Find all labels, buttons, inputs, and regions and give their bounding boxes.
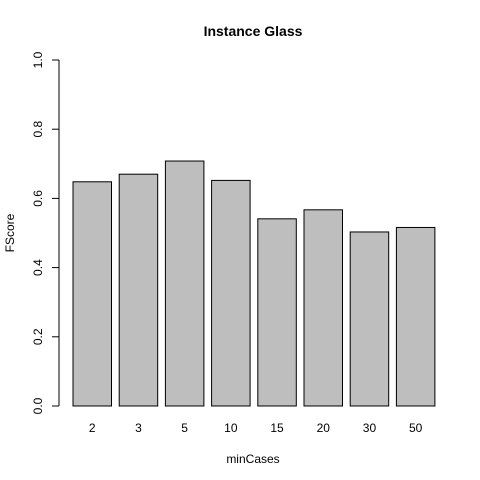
bar-20 [303,209,343,407]
y-tick-label: 0.2 [31,328,45,345]
bar-2 [72,181,112,407]
x-tick-label: 10 [224,421,238,435]
bar-15 [257,218,297,407]
bar-5 [164,160,205,407]
bar-3 [118,173,159,407]
y-tick-label: 0.6 [31,190,45,207]
x-axis-label: minCases [226,452,279,466]
x-tick-label: 5 [181,421,188,435]
x-tick-label: 20 [317,421,331,435]
bar-30 [349,231,390,407]
x-tick-label: 50 [409,421,423,435]
y-axis-ticks: 0.0 0.2 0.4 0.6 0.8 1.0 [31,51,59,414]
bar-10 [211,179,251,407]
x-tick-label: 2 [89,421,96,435]
y-tick-label: 1.0 [31,51,45,68]
x-tick-label: 15 [270,421,284,435]
y-axis-label: FScore [3,213,17,252]
bar-50 [395,226,436,407]
y-tick-label: 0.8 [31,121,45,138]
bars [72,160,436,407]
x-tick-label: 3 [135,421,142,435]
x-tick-label: 30 [363,421,377,435]
x-tick-labels: 2 3 5 10 15 20 30 50 [89,421,423,435]
y-tick-label: 0.0 [31,397,45,414]
y-tick-label: 0.4 [31,259,45,276]
chart-title: Instance Glass [204,23,303,39]
